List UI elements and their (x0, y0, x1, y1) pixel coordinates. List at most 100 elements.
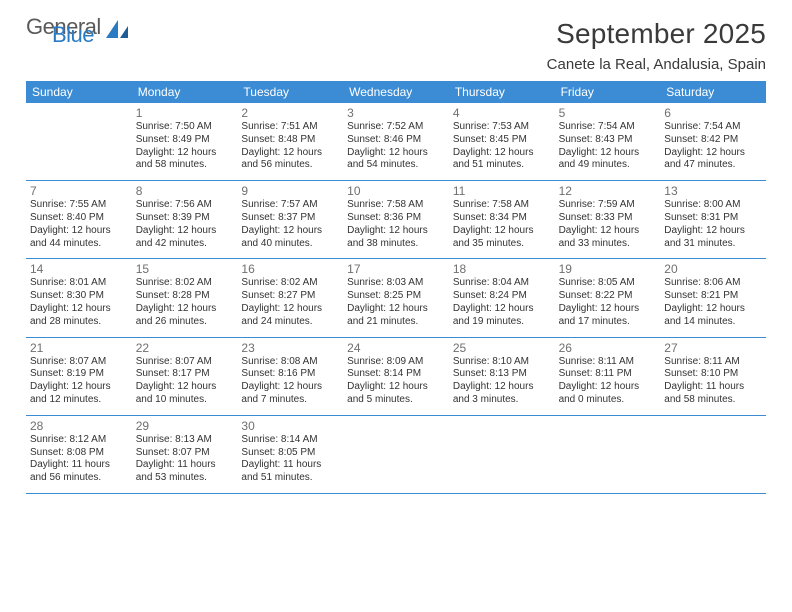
day-info-line: and 24 minutes. (241, 316, 339, 329)
logo: General Blue (26, 18, 130, 44)
day-cell: 15Sunrise: 8:02 AMSunset: 8:28 PMDayligh… (132, 259, 238, 336)
day-info-line: Daylight: 12 hours (559, 303, 657, 316)
day-info-line: Sunrise: 8:07 AM (136, 356, 234, 369)
empty-cell (26, 103, 132, 180)
day-info-line: Sunset: 8:46 PM (347, 134, 445, 147)
day-cell: 18Sunrise: 8:04 AMSunset: 8:24 PMDayligh… (449, 259, 555, 336)
day-info-line: and 14 minutes. (664, 316, 762, 329)
day-cell: 11Sunrise: 7:58 AMSunset: 8:34 PMDayligh… (449, 181, 555, 258)
day-info: Sunrise: 7:59 AMSunset: 8:33 PMDaylight:… (559, 199, 657, 250)
day-number: 21 (30, 341, 128, 355)
day-info-line: Sunrise: 7:57 AM (241, 199, 339, 212)
day-info-line: Sunset: 8:05 PM (241, 447, 339, 460)
day-info-line: Sunset: 8:42 PM (664, 134, 762, 147)
day-info-line: and 3 minutes. (453, 394, 551, 407)
day-info-line: Sunrise: 8:07 AM (30, 356, 128, 369)
day-info-line: Daylight: 12 hours (559, 225, 657, 238)
dow-tuesday: Tuesday (237, 81, 343, 103)
week-row: 14Sunrise: 8:01 AMSunset: 8:30 PMDayligh… (26, 259, 766, 337)
day-number: 12 (559, 184, 657, 198)
day-info-line: and 31 minutes. (664, 238, 762, 251)
day-info: Sunrise: 8:02 AMSunset: 8:28 PMDaylight:… (136, 277, 234, 328)
day-cell: 25Sunrise: 8:10 AMSunset: 8:13 PMDayligh… (449, 338, 555, 415)
day-info-line: Daylight: 12 hours (241, 147, 339, 160)
week-row: 7Sunrise: 7:55 AMSunset: 8:40 PMDaylight… (26, 181, 766, 259)
day-info-line: Sunset: 8:31 PM (664, 212, 762, 225)
day-number: 13 (664, 184, 762, 198)
day-info-line: Sunset: 8:40 PM (30, 212, 128, 225)
day-info-line: Daylight: 12 hours (136, 147, 234, 160)
day-info-line: and 56 minutes. (241, 159, 339, 172)
logo-sail-icon (104, 18, 130, 44)
day-info-line: Sunrise: 7:58 AM (453, 199, 551, 212)
day-info-line: Sunset: 8:48 PM (241, 134, 339, 147)
day-info-line: and 33 minutes. (559, 238, 657, 251)
day-cell: 17Sunrise: 8:03 AMSunset: 8:25 PMDayligh… (343, 259, 449, 336)
day-info-line: Sunrise: 8:03 AM (347, 277, 445, 290)
day-number: 9 (241, 184, 339, 198)
day-number: 20 (664, 262, 762, 276)
day-info-line: Sunrise: 7:55 AM (30, 199, 128, 212)
day-info: Sunrise: 7:54 AMSunset: 8:43 PMDaylight:… (559, 121, 657, 172)
dow-row: Sunday Monday Tuesday Wednesday Thursday… (26, 81, 766, 103)
day-info-line: Daylight: 12 hours (347, 147, 445, 160)
day-info-line: Sunrise: 8:06 AM (664, 277, 762, 290)
day-cell: 16Sunrise: 8:02 AMSunset: 8:27 PMDayligh… (237, 259, 343, 336)
day-info-line: Sunrise: 7:58 AM (347, 199, 445, 212)
day-info-line: Sunset: 8:08 PM (30, 447, 128, 460)
day-number: 19 (559, 262, 657, 276)
day-info: Sunrise: 8:07 AMSunset: 8:19 PMDaylight:… (30, 356, 128, 407)
day-info-line: Sunrise: 7:51 AM (241, 121, 339, 134)
day-info-line: Daylight: 12 hours (136, 303, 234, 316)
day-info-line: Sunset: 8:27 PM (241, 290, 339, 303)
day-info-line: Sunrise: 8:14 AM (241, 434, 339, 447)
day-info-line: Sunset: 8:16 PM (241, 368, 339, 381)
day-info: Sunrise: 8:10 AMSunset: 8:13 PMDaylight:… (453, 356, 551, 407)
day-info-line: Daylight: 12 hours (136, 381, 234, 394)
day-cell: 27Sunrise: 8:11 AMSunset: 8:10 PMDayligh… (660, 338, 766, 415)
day-info-line: Daylight: 12 hours (453, 381, 551, 394)
day-cell: 24Sunrise: 8:09 AMSunset: 8:14 PMDayligh… (343, 338, 449, 415)
day-number: 23 (241, 341, 339, 355)
title-block: September 2025 Canete la Real, Andalusia… (547, 18, 766, 73)
day-number: 22 (136, 341, 234, 355)
day-info-line: Daylight: 12 hours (453, 303, 551, 316)
day-info-line: and 51 minutes. (453, 159, 551, 172)
day-info-line: Daylight: 12 hours (136, 225, 234, 238)
day-info: Sunrise: 7:57 AMSunset: 8:37 PMDaylight:… (241, 199, 339, 250)
logo-text-blue: Blue (52, 26, 101, 44)
day-info: Sunrise: 7:58 AMSunset: 8:36 PMDaylight:… (347, 199, 445, 250)
day-info-line: Sunset: 8:07 PM (136, 447, 234, 460)
day-info-line: Daylight: 12 hours (347, 381, 445, 394)
day-cell: 22Sunrise: 8:07 AMSunset: 8:17 PMDayligh… (132, 338, 238, 415)
calendar-grid: Sunday Monday Tuesday Wednesday Thursday… (26, 81, 766, 494)
day-info-line: Sunrise: 8:01 AM (30, 277, 128, 290)
day-info-line: and 12 minutes. (30, 394, 128, 407)
day-info-line: Sunset: 8:21 PM (664, 290, 762, 303)
day-info-line: Sunrise: 7:54 AM (559, 121, 657, 134)
day-number: 3 (347, 106, 445, 120)
day-info-line: and 56 minutes. (30, 472, 128, 485)
day-info-line: and 38 minutes. (347, 238, 445, 251)
day-info-line: Sunset: 8:22 PM (559, 290, 657, 303)
day-number: 27 (664, 341, 762, 355)
day-info-line: Sunset: 8:25 PM (347, 290, 445, 303)
day-number: 30 (241, 419, 339, 433)
day-cell: 3Sunrise: 7:52 AMSunset: 8:46 PMDaylight… (343, 103, 449, 180)
empty-cell (555, 416, 661, 493)
day-info-line: and 54 minutes. (347, 159, 445, 172)
dow-monday: Monday (132, 81, 238, 103)
day-number: 2 (241, 106, 339, 120)
day-number: 5 (559, 106, 657, 120)
day-info-line: and 58 minutes. (664, 394, 762, 407)
day-info-line: Sunset: 8:30 PM (30, 290, 128, 303)
day-info-line: and 28 minutes. (30, 316, 128, 329)
day-number: 25 (453, 341, 551, 355)
day-info-line: Sunrise: 8:00 AM (664, 199, 762, 212)
day-info-line: Daylight: 12 hours (347, 303, 445, 316)
day-cell: 8Sunrise: 7:56 AMSunset: 8:39 PMDaylight… (132, 181, 238, 258)
calendar-page: General Blue September 2025 Canete la Re… (0, 0, 792, 512)
day-number: 29 (136, 419, 234, 433)
day-info: Sunrise: 7:52 AMSunset: 8:46 PMDaylight:… (347, 121, 445, 172)
day-number: 6 (664, 106, 762, 120)
